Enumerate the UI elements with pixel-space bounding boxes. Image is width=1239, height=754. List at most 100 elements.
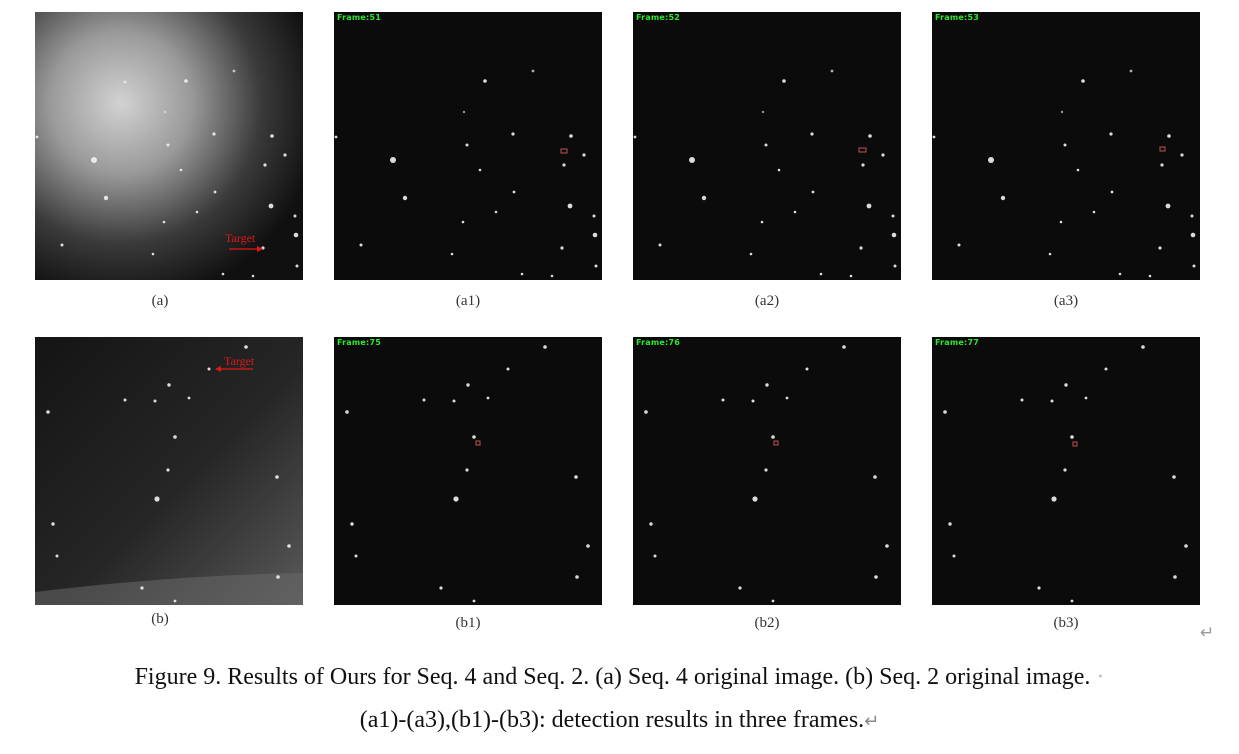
star — [891, 232, 897, 238]
star — [782, 79, 786, 83]
star — [567, 203, 573, 209]
star — [1050, 399, 1054, 403]
star — [868, 134, 872, 138]
star — [1000, 195, 1006, 201]
image-a1: Frame:51 — [334, 12, 602, 280]
star — [842, 345, 846, 349]
star — [483, 79, 487, 83]
star — [531, 69, 535, 73]
star — [512, 190, 516, 194]
star — [550, 274, 554, 278]
star — [465, 468, 469, 472]
star — [276, 575, 280, 579]
star — [1167, 134, 1171, 138]
star — [154, 496, 160, 502]
figure-caption-line2: (a1)-(a3),(b1)-(b3): detection results i… — [0, 707, 1239, 734]
star — [1060, 110, 1064, 114]
caption-text-1: Figure 9. Results of Ours for Seq. 4 and… — [134, 664, 1091, 690]
star — [649, 522, 653, 526]
star — [749, 252, 753, 256]
star — [466, 383, 470, 387]
star — [765, 383, 769, 387]
image-b1-scene — [345, 345, 590, 603]
caption-b2: (b2) — [754, 615, 780, 631]
star — [988, 157, 994, 163]
star — [861, 163, 865, 167]
star — [123, 398, 127, 402]
star — [283, 153, 287, 157]
star — [295, 264, 299, 268]
star — [932, 135, 936, 139]
star — [1184, 544, 1188, 548]
star — [1190, 232, 1196, 238]
star — [1172, 475, 1176, 479]
star — [1048, 252, 1052, 256]
star — [293, 214, 297, 218]
star — [1063, 143, 1067, 147]
paragraph-mark-icon: ↵ — [1200, 623, 1215, 643]
star — [251, 274, 255, 278]
star — [450, 252, 454, 256]
star — [810, 132, 814, 136]
star — [123, 80, 127, 84]
star — [738, 586, 742, 590]
star — [752, 496, 758, 502]
star — [873, 475, 877, 479]
star — [1165, 203, 1171, 209]
star — [1081, 79, 1085, 83]
star — [60, 243, 64, 247]
star — [1059, 220, 1063, 224]
star — [849, 274, 853, 278]
star — [582, 153, 586, 157]
star — [575, 575, 579, 579]
frame-label: Frame:51 — [337, 13, 381, 22]
star — [166, 143, 170, 147]
star — [948, 522, 952, 526]
star — [574, 475, 578, 479]
star — [957, 243, 961, 247]
image-a2: Frame:52 — [633, 12, 901, 280]
star — [1173, 575, 1177, 579]
star — [506, 367, 510, 371]
frame-label: Frame:77 — [935, 338, 979, 347]
star — [1070, 599, 1074, 603]
star — [943, 410, 947, 414]
star — [891, 214, 895, 218]
star — [771, 599, 775, 603]
star — [390, 157, 396, 163]
star — [592, 232, 598, 238]
star — [187, 396, 191, 400]
star — [465, 143, 469, 147]
star — [268, 203, 274, 209]
star — [952, 554, 956, 558]
star — [494, 210, 498, 214]
star — [244, 345, 248, 349]
star — [885, 544, 889, 548]
star — [167, 383, 171, 387]
star — [830, 69, 834, 73]
star — [173, 435, 177, 439]
star — [153, 399, 157, 403]
caption-b3: (b3) — [1053, 615, 1079, 631]
star — [462, 110, 466, 114]
image-a3-scene — [932, 69, 1196, 278]
star — [1020, 398, 1024, 402]
star — [881, 153, 885, 157]
star — [263, 163, 267, 167]
paragraph-mark-icon: ↵ — [864, 711, 880, 732]
detection-box — [475, 440, 481, 446]
star — [658, 243, 662, 247]
star — [874, 575, 878, 579]
star — [586, 544, 590, 548]
star — [592, 214, 596, 218]
image-a2-scene — [633, 69, 897, 278]
star — [764, 468, 768, 472]
star — [350, 522, 354, 526]
star — [140, 586, 144, 590]
frame-label: Frame:53 — [935, 13, 979, 22]
star — [461, 220, 465, 224]
star — [633, 135, 637, 139]
star — [287, 544, 291, 548]
star — [1051, 496, 1057, 502]
star — [751, 399, 755, 403]
